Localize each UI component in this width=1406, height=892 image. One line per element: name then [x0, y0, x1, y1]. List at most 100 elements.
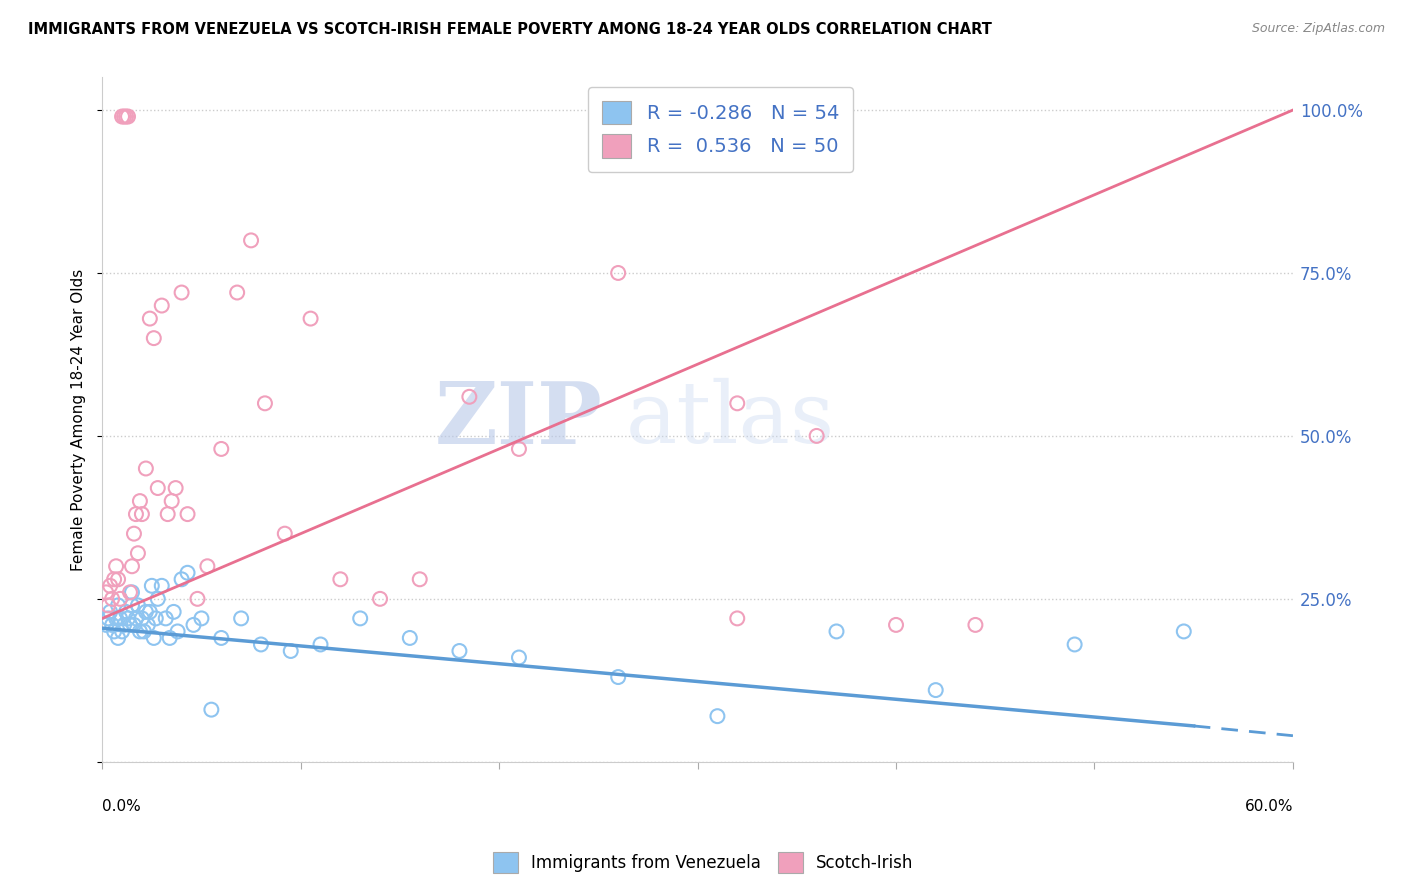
- Point: [101, 591, 124, 606]
- Point: [122, 618, 145, 632]
- Point: [1173, 624, 1195, 639]
- Point: [884, 618, 907, 632]
- Point: [125, 611, 148, 625]
- Point: [274, 526, 297, 541]
- Point: [166, 624, 188, 639]
- Point: [176, 566, 198, 580]
- Point: [159, 631, 181, 645]
- Text: IMMIGRANTS FROM VENEZUELA VS SCOTCH-IRISH FEMALE POVERTY AMONG 18-24 YEAR OLDS C: IMMIGRANTS FROM VENEZUELA VS SCOTCH-IRIS…: [28, 22, 993, 37]
- Point: [329, 572, 352, 586]
- Point: [965, 618, 987, 632]
- Point: [409, 572, 432, 586]
- Point: [706, 709, 728, 723]
- Point: [349, 611, 371, 625]
- Point: [607, 670, 630, 684]
- Point: [145, 611, 167, 625]
- Point: [176, 507, 198, 521]
- Point: [725, 396, 748, 410]
- Point: [105, 559, 128, 574]
- Point: [125, 507, 148, 521]
- Point: [209, 631, 232, 645]
- Legend: R = -0.286   N = 54, R =  0.536   N = 50: R = -0.286 N = 54, R = 0.536 N = 50: [588, 87, 852, 171]
- Point: [186, 591, 208, 606]
- Point: [101, 618, 124, 632]
- Point: [925, 683, 948, 698]
- Point: [98, 605, 121, 619]
- Point: [231, 611, 253, 625]
- Point: [142, 631, 165, 645]
- Point: [253, 396, 276, 410]
- Point: [121, 585, 143, 599]
- Point: [127, 546, 149, 560]
- Point: [96, 618, 118, 632]
- Point: [111, 110, 134, 124]
- Point: [156, 507, 179, 521]
- Point: [150, 579, 173, 593]
- Point: [122, 526, 145, 541]
- Point: [117, 611, 139, 625]
- Point: [458, 390, 481, 404]
- Point: [209, 442, 232, 456]
- Point: [200, 703, 222, 717]
- Point: [398, 631, 420, 645]
- Point: [141, 579, 163, 593]
- Point: [98, 579, 121, 593]
- Point: [108, 591, 131, 606]
- Text: 60.0%: 60.0%: [1244, 799, 1294, 814]
- Point: [165, 481, 187, 495]
- Point: [108, 611, 131, 625]
- Point: [111, 624, 134, 639]
- Point: [825, 624, 848, 639]
- Point: [127, 599, 149, 613]
- Point: [117, 110, 139, 124]
- Point: [170, 285, 193, 300]
- Point: [309, 637, 332, 651]
- Point: [240, 233, 263, 247]
- Point: [112, 110, 135, 124]
- Point: [190, 611, 212, 625]
- Point: [508, 442, 530, 456]
- Text: atlas: atlas: [626, 378, 835, 461]
- Point: [142, 331, 165, 345]
- Point: [250, 637, 273, 651]
- Point: [121, 559, 143, 574]
- Point: [146, 481, 169, 495]
- Point: [97, 599, 120, 613]
- Point: [725, 611, 748, 625]
- Point: [160, 494, 183, 508]
- Point: [107, 572, 129, 586]
- Point: [135, 605, 157, 619]
- Point: [97, 611, 120, 625]
- Point: [139, 605, 162, 619]
- Point: [129, 624, 152, 639]
- Point: [118, 618, 141, 632]
- Point: [107, 631, 129, 645]
- Text: 0.0%: 0.0%: [103, 799, 141, 814]
- Point: [132, 624, 155, 639]
- Point: [299, 311, 322, 326]
- Point: [96, 585, 118, 599]
- Point: [105, 611, 128, 625]
- Text: Source: ZipAtlas.com: Source: ZipAtlas.com: [1251, 22, 1385, 36]
- Point: [508, 650, 530, 665]
- Point: [163, 605, 186, 619]
- Point: [112, 618, 135, 632]
- Point: [107, 599, 129, 613]
- Point: [129, 494, 152, 508]
- Point: [170, 572, 193, 586]
- Point: [103, 572, 125, 586]
- Text: ZIP: ZIP: [434, 377, 602, 462]
- Point: [136, 618, 159, 632]
- Point: [131, 611, 153, 625]
- Point: [197, 559, 219, 574]
- Point: [1063, 637, 1085, 651]
- Point: [131, 507, 153, 521]
- Point: [183, 618, 205, 632]
- Point: [368, 591, 391, 606]
- Point: [103, 624, 125, 639]
- Point: [449, 644, 471, 658]
- Point: [150, 299, 173, 313]
- Point: [280, 644, 302, 658]
- Point: [118, 585, 141, 599]
- Point: [135, 461, 157, 475]
